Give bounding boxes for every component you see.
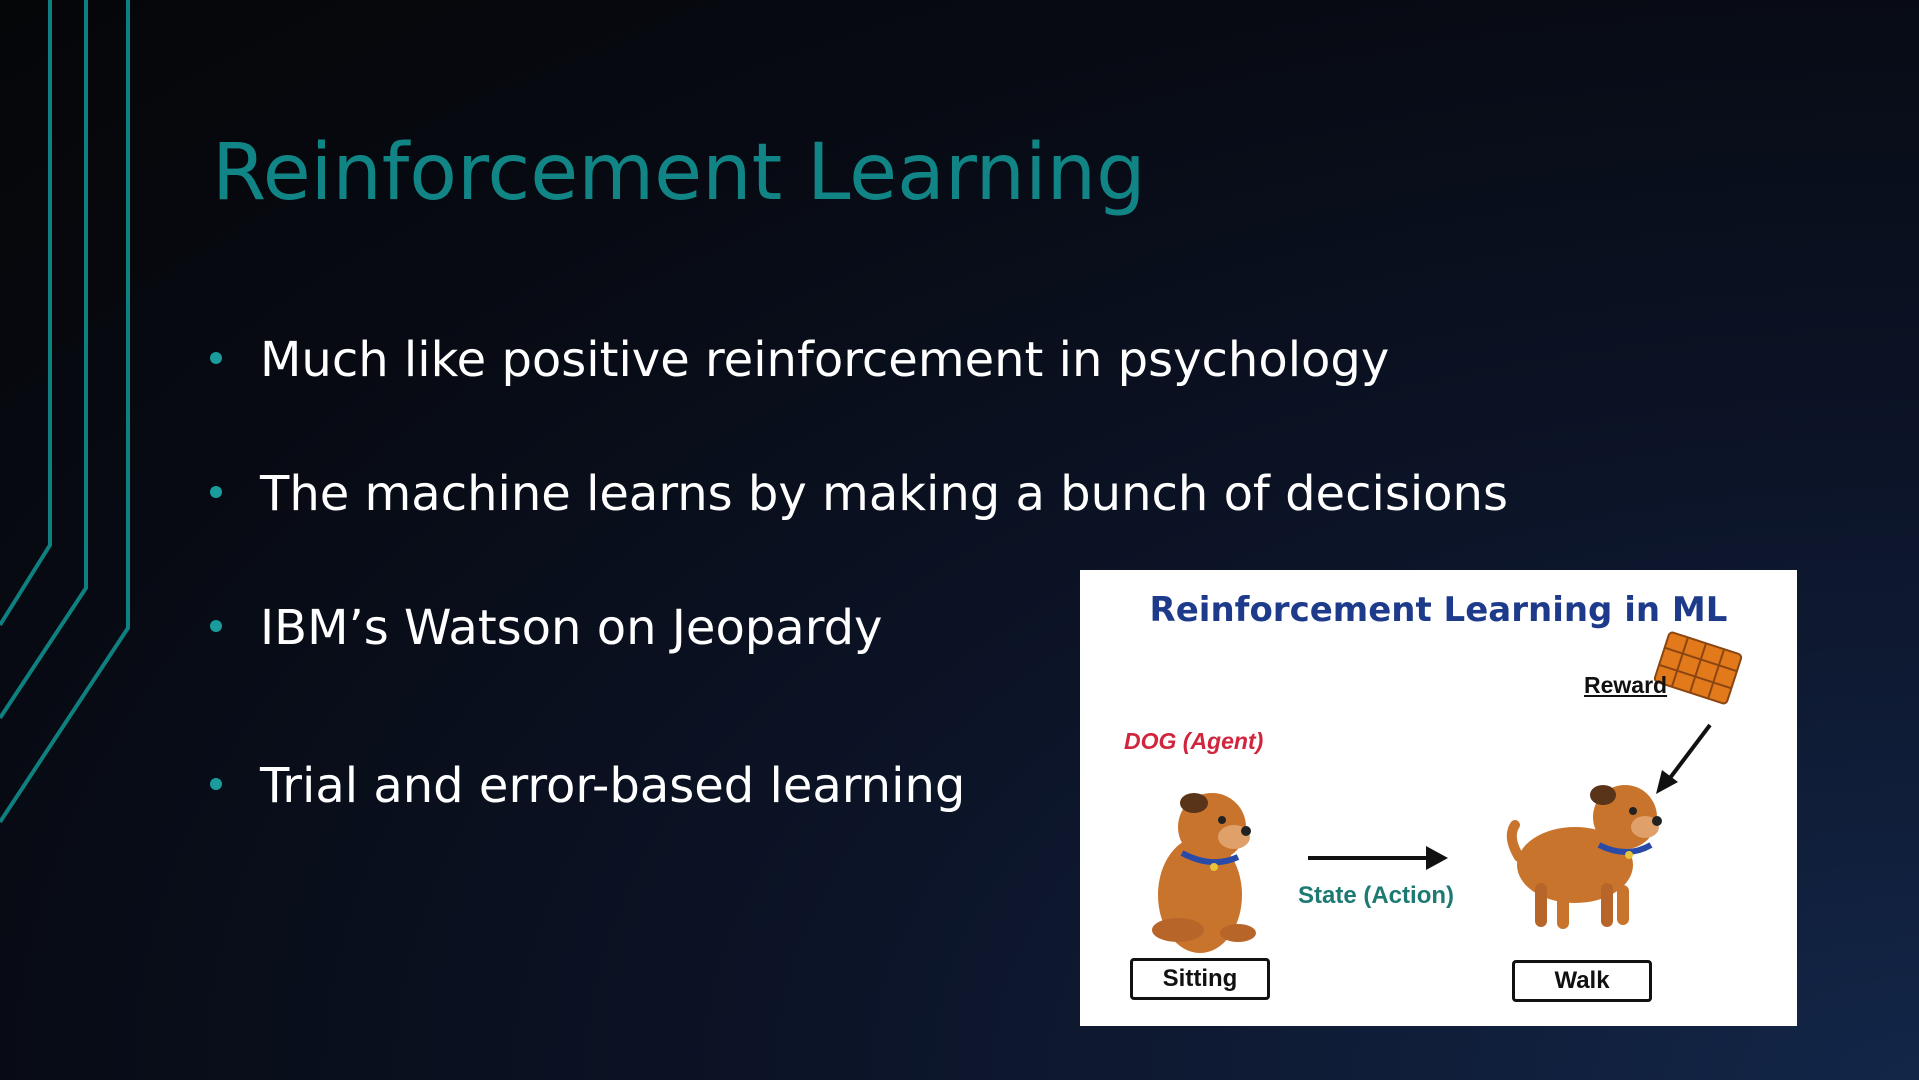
bullet-dot-icon: [210, 352, 222, 364]
rl-diagram-graphics: [1152, 631, 1743, 953]
state-action-label: State (Action): [1298, 882, 1454, 909]
bullet-text: IBM’s Watson on Jeopardy: [260, 600, 883, 656]
sitting-label: Sitting: [1130, 958, 1270, 1000]
bullet-dot-icon: [210, 778, 222, 790]
arrow-icon: [1308, 846, 1448, 870]
rl-diagram-image: Reinforcement Learning in ML DOG (Agent)…: [1080, 570, 1797, 1026]
walk-label: Walk: [1512, 960, 1652, 1002]
dog-sitting-icon: [1152, 793, 1256, 953]
bullet-dot-icon: [210, 620, 222, 632]
reward-label: Reward: [1584, 672, 1668, 698]
slide-title: Reinforcement Learning: [212, 128, 1146, 218]
bullet-dot-icon: [210, 486, 222, 498]
decorative-teal-lines: [0, 0, 130, 824]
bullet-text: The machine learns by making a bunch of …: [260, 466, 1508, 522]
arrow-icon: [1656, 723, 1712, 794]
bullet-text: Much like positive reinforcement in psyc…: [260, 332, 1390, 388]
figure-title: Reinforcement Learning in ML: [1149, 590, 1728, 630]
bullet-text: Trial and error-based learning: [260, 758, 966, 814]
dog-walking-icon: [1506, 785, 1662, 929]
chocolate-reward-icon: [1653, 631, 1743, 705]
agent-label: DOG (Agent): [1124, 728, 1264, 754]
